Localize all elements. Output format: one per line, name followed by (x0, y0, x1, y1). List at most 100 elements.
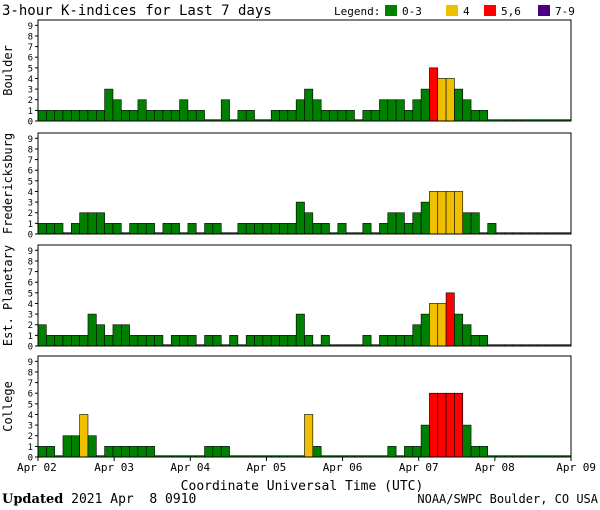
bar (71, 223, 80, 235)
x-axis: Apr 02 Apr 03 Apr 04 Apr 05 Apr 06 Apr 07 Apr … (17, 457, 596, 474)
bar (287, 110, 297, 122)
updated-time: 2021 Apr 8 0910 (71, 492, 197, 507)
bar (304, 414, 314, 458)
bar (104, 223, 114, 235)
y-tick-label: 0 (28, 343, 33, 353)
y-tick-label: 3 (28, 311, 33, 321)
legend-swatch-0 (385, 5, 397, 16)
bar (429, 67, 439, 122)
bar (71, 110, 80, 122)
panel-frame (37, 244, 572, 347)
bar (62, 110, 72, 122)
bar (304, 212, 314, 235)
x-axis-label: Coordinate Universal Time (UTC) (181, 479, 424, 492)
y-tick-label: 2 (28, 209, 33, 219)
bar (87, 435, 97, 458)
legend-item-1: 4 (463, 5, 470, 18)
updated-label: Updated (2, 492, 64, 507)
y-tick-label: 1 (28, 107, 33, 117)
bar (437, 78, 447, 122)
bar (187, 335, 197, 347)
bar (379, 335, 389, 347)
legend-item-0: 0-3 (402, 5, 422, 18)
panel-label: College (1, 381, 15, 432)
bar (270, 223, 280, 235)
bar (104, 446, 114, 458)
bar (470, 335, 480, 347)
legend-label: Legend: (334, 5, 380, 18)
bar (170, 223, 180, 235)
bar (46, 110, 55, 122)
bar (96, 324, 105, 347)
bar (479, 335, 489, 347)
bar (220, 99, 230, 122)
y-tick-label: 7 (28, 379, 33, 389)
bar (437, 303, 447, 347)
y-tick-label: 1 (28, 220, 33, 230)
bar (320, 223, 330, 235)
legend-item-3: 7-9 (555, 5, 575, 18)
bar (195, 110, 205, 122)
bar (112, 324, 122, 347)
bar (437, 392, 447, 458)
x-tick-label: Apr 06 (323, 461, 363, 474)
panel-frame (37, 132, 572, 235)
bar (437, 191, 447, 235)
bar (96, 110, 105, 122)
y-tick-label: 7 (28, 156, 33, 166)
bar (395, 335, 405, 347)
bar (87, 313, 97, 347)
bar (412, 446, 422, 458)
bar (37, 110, 47, 122)
bar (137, 223, 147, 235)
panel-label: Fredericksburg (1, 133, 15, 234)
bar (120, 446, 130, 458)
y-tick-label: 8 (28, 368, 33, 378)
bar (420, 424, 430, 458)
bar (212, 223, 222, 235)
bar (79, 414, 89, 458)
bar (395, 99, 405, 122)
y-tick-label: 6 (28, 54, 33, 64)
y-tick-label: 9 (28, 22, 33, 32)
bar (470, 212, 480, 235)
y-tick-label: 9 (28, 135, 33, 145)
bar (62, 435, 72, 458)
bar (137, 99, 147, 122)
bar (112, 446, 122, 458)
bar (254, 223, 264, 235)
bar (154, 335, 164, 347)
y-tick-label: 8 (28, 32, 33, 42)
bar (445, 392, 455, 458)
bar (404, 446, 414, 458)
bar (320, 335, 330, 347)
bar (37, 446, 47, 458)
bar (412, 212, 422, 235)
y-tick-label: 0 (28, 231, 33, 241)
bar (37, 223, 47, 235)
bar (312, 446, 322, 458)
bar (279, 223, 289, 235)
bar (329, 110, 339, 122)
bar (104, 88, 114, 122)
bar (462, 99, 472, 122)
bar (429, 303, 439, 347)
bar (462, 212, 472, 235)
bar (262, 223, 272, 235)
bar (187, 110, 197, 122)
bar (212, 335, 222, 347)
bar (387, 335, 397, 347)
x-tick-label: Apr 03 (94, 461, 134, 474)
y-tick-label: 7 (28, 268, 33, 278)
y-tick-label: 1 (28, 443, 33, 453)
bar (179, 99, 189, 122)
bar (270, 335, 280, 347)
bar (62, 335, 72, 347)
y-tick-label: 3 (28, 422, 33, 432)
bar (454, 313, 464, 347)
bar (362, 335, 372, 347)
bar (454, 191, 464, 235)
bar (129, 335, 139, 347)
legend-item-2: 5,6 (501, 5, 521, 18)
y-tick-label: 4 (28, 75, 33, 85)
